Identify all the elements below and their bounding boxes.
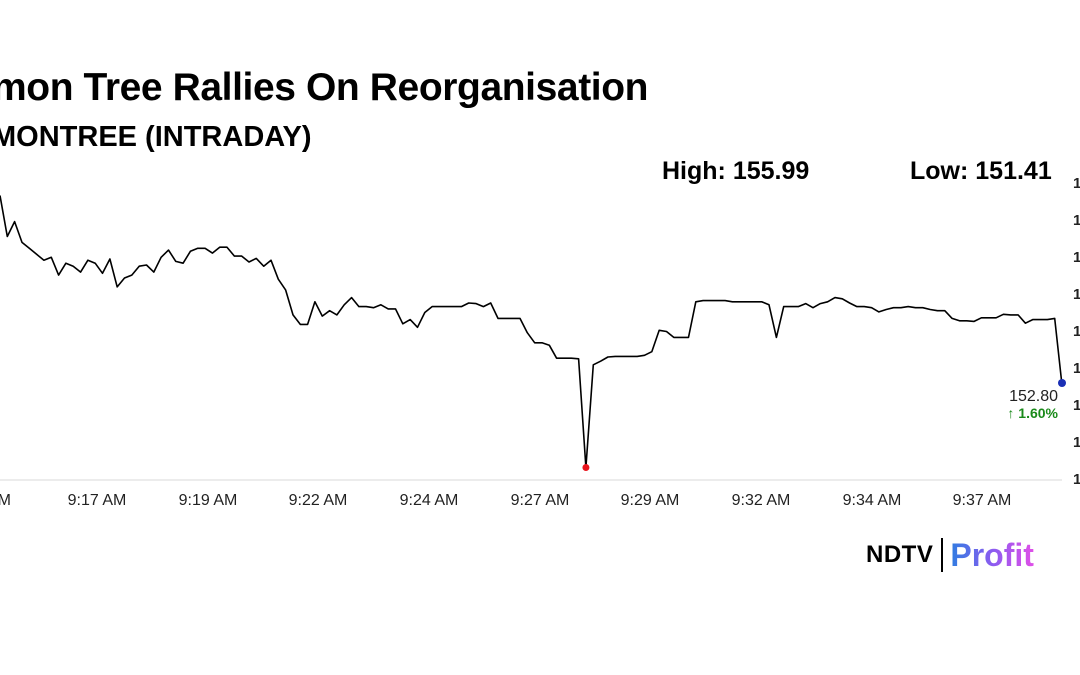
x-tick-label: 9:37 AM bbox=[953, 492, 1012, 509]
low-point-marker bbox=[582, 464, 590, 472]
x-tick-label: 9:17 AM bbox=[68, 492, 127, 509]
y-tick-label: 1 bbox=[1073, 175, 1080, 192]
change-label: ↑ 1.60% bbox=[1007, 405, 1058, 421]
logo-ndtv-text: NDTV bbox=[866, 541, 934, 568]
x-tick-label: 9:27 AM bbox=[511, 492, 570, 509]
chart-title: mon Tree Rallies On Reorganisation bbox=[0, 66, 649, 109]
x-tick-label: 9:22 AM bbox=[289, 492, 348, 509]
x-tick-label: 9:32 AM bbox=[732, 492, 791, 509]
y-tick-label: 1 bbox=[1073, 471, 1080, 488]
last-price-marker bbox=[1058, 379, 1066, 387]
high-stat: High: 155.99 bbox=[662, 157, 810, 185]
y-tick-label: 1 bbox=[1073, 323, 1080, 340]
low-stat: Low: 151.41 bbox=[910, 157, 1052, 185]
series-group bbox=[0, 195, 1063, 469]
logo-divider bbox=[941, 538, 944, 572]
y-tick-label: 1 bbox=[1073, 212, 1080, 229]
price-line bbox=[0, 195, 1063, 469]
x-tick-label: 9:29 AM bbox=[621, 492, 680, 509]
x-tick-label: 9:24 AM bbox=[400, 492, 459, 509]
y-tick-label: 1 bbox=[1073, 286, 1080, 303]
last-price-label: 152.80 bbox=[1009, 388, 1058, 405]
x-axis: AM 9:17 AM 9:19 AM 9:22 AM 9:24 AM 9:27 AM 9:2… bbox=[0, 479, 1062, 509]
x-tick-label: AM bbox=[0, 492, 11, 509]
x-tick-label: 9:34 AM bbox=[843, 492, 902, 509]
marker-group: 152.80↑ 1.60% bbox=[582, 379, 1066, 472]
ndtv-profit-logo: NDTV Profit bbox=[866, 536, 1034, 574]
y-tick-label: 1 bbox=[1073, 434, 1080, 451]
y-axis: 1 1 1 1 1 1 1 1 1 bbox=[1073, 175, 1080, 488]
logo-profit-text: Profit bbox=[950, 536, 1034, 573]
y-tick-label: 1 bbox=[1073, 397, 1080, 414]
x-tick-label: 9:19 AM bbox=[179, 492, 238, 509]
chart-subtitle: MONTREE (INTRADAY) bbox=[0, 121, 312, 153]
y-tick-label: 1 bbox=[1073, 360, 1080, 377]
y-tick-label: 1 bbox=[1073, 249, 1080, 266]
